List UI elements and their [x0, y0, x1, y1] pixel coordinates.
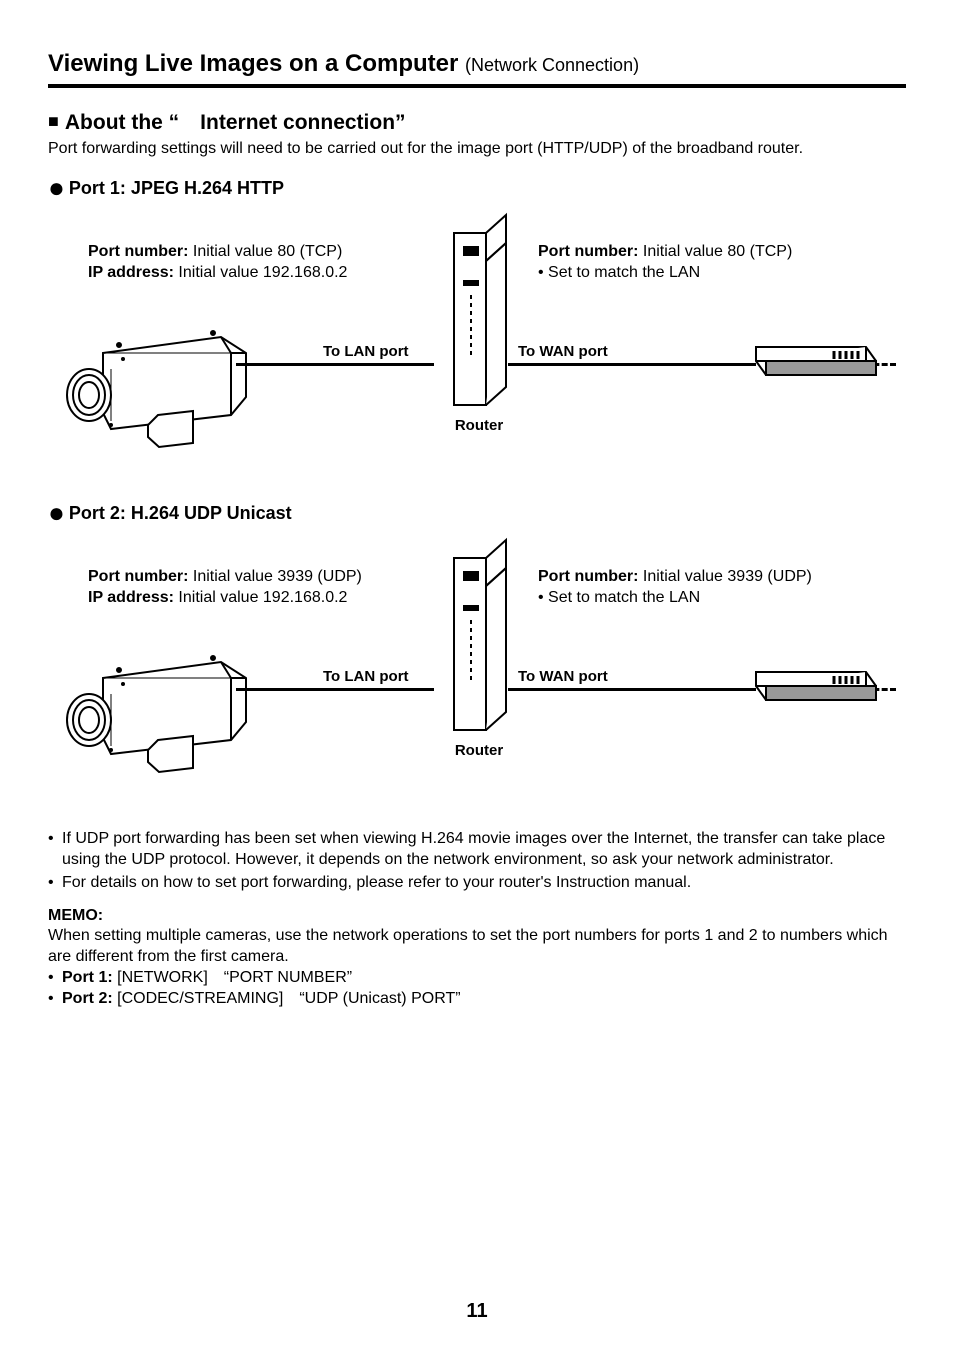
port1-left-l2: Initial value 192.168.0.2 [174, 264, 347, 281]
port2-left-l1: Initial value 3939 (UDP) [188, 568, 361, 585]
about-heading: ■ About the “ Internet connection” [48, 106, 906, 136]
port1-left-text: Port number: Initial value 80 (TCP) IP a… [88, 241, 347, 284]
memo-i1b: Port 1: [62, 969, 113, 986]
port2-router-label: Router [434, 742, 524, 759]
port2-right-l2: • Set to match the LAN [538, 587, 812, 609]
note-2: For details on how to set port forwardin… [48, 872, 906, 893]
bullet-icon: ● [48, 506, 65, 520]
router-icon [434, 205, 524, 415]
memo-i2b: Port 2: [62, 990, 113, 1007]
memo-list: Port 1: [NETWORK] “PORT NUMBER” Port 2: … [48, 967, 906, 1009]
cable-left [236, 363, 434, 366]
modem-icon [748, 658, 878, 710]
cable-right-1 [508, 363, 756, 366]
notes-list: If UDP port forwarding has been set when… [48, 828, 906, 893]
port2-towan: To WAN port [518, 668, 608, 685]
port2-tolan: To LAN port [323, 668, 409, 685]
port2-left-l2b: IP address: [88, 589, 174, 606]
port1-right-l1: Initial value 80 (TCP) [638, 243, 792, 260]
cable-right-1 [508, 688, 756, 691]
port1-diagram: Port number: Initial value 80 (TCP) IP a… [48, 205, 906, 485]
port2-heading-text: Port 2: H.264 UDP Unicast [69, 503, 292, 524]
memo-text: When setting multiple cameras, use the n… [48, 925, 906, 967]
port2-diagram: Port number: Initial value 3939 (UDP) IP… [48, 530, 906, 810]
about-heading-text: About the “ Internet connection” [65, 106, 406, 136]
port1-router-label: Router [434, 417, 524, 434]
port2-left-l1b: Port number: [88, 568, 188, 585]
title-main: Viewing Live Images on a Computer [48, 50, 458, 77]
memo-i2: [CODEC/STREAMING] “UDP (Unicast) PORT” [113, 990, 461, 1007]
square-icon: ■ [48, 111, 59, 132]
memo-item-2: Port 2: [CODEC/STREAMING] “UDP (Unicast)… [48, 988, 906, 1009]
memo-heading: MEMO: [48, 907, 906, 925]
port1-right-l2: • Set to match the LAN [538, 262, 792, 284]
port1-left-l1b: Port number: [88, 243, 188, 260]
cable-left [236, 688, 434, 691]
bullet-icon: ● [48, 181, 65, 195]
port2-heading: ● Port 2: H.264 UDP Unicast [48, 503, 906, 524]
title-sub: (Network Connection) [465, 55, 639, 75]
port1-heading: ● Port 1: JPEG H.264 HTTP [48, 178, 906, 199]
port2-right-l1b: Port number: [538, 568, 638, 585]
port2-right-text: Port number: Initial value 3939 (UDP) • … [538, 566, 812, 609]
port1-right-text: Port number: Initial value 80 (TCP) • Se… [538, 241, 792, 284]
camera-icon [63, 325, 253, 460]
port1-heading-text: Port 1: JPEG H.264 HTTP [69, 178, 284, 199]
port1-towan: To WAN port [518, 343, 608, 360]
camera-icon [63, 650, 253, 785]
port1-left-l1: Initial value 80 (TCP) [188, 243, 342, 260]
note-1: If UDP port forwarding has been set when… [48, 828, 906, 870]
router-icon [434, 530, 524, 740]
port2-left-l2: Initial value 192.168.0.2 [174, 589, 347, 606]
page-number: 11 [0, 1300, 954, 1323]
modem-icon [748, 333, 878, 385]
port1-tolan: To LAN port [323, 343, 409, 360]
port1-left-l2b: IP address: [88, 264, 174, 281]
port1-right-l1b: Port number: [538, 243, 638, 260]
port2-left-text: Port number: Initial value 3939 (UDP) IP… [88, 566, 362, 609]
memo-item-1: Port 1: [NETWORK] “PORT NUMBER” [48, 967, 906, 988]
port2-right-l1: Initial value 3939 (UDP) [638, 568, 811, 585]
page-title: Viewing Live Images on a Computer (Netwo… [48, 50, 906, 78]
about-intro: Port forwarding settings will need to be… [48, 139, 906, 160]
title-rule [48, 84, 906, 88]
memo-i1: [NETWORK] “PORT NUMBER” [113, 969, 352, 986]
